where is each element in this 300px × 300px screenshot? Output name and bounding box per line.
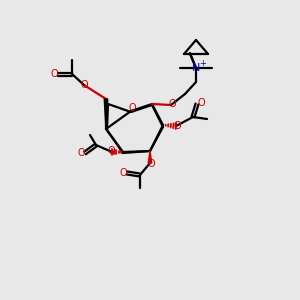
Text: O: O — [77, 148, 85, 158]
Text: O: O — [173, 121, 181, 131]
Text: N: N — [192, 63, 200, 73]
Text: +: + — [200, 58, 206, 68]
Text: O: O — [147, 159, 155, 169]
Text: O: O — [128, 103, 136, 113]
Text: O: O — [80, 80, 88, 90]
Text: O: O — [50, 69, 58, 79]
Text: O: O — [107, 146, 115, 156]
Text: O: O — [119, 168, 127, 178]
Polygon shape — [148, 151, 152, 163]
Text: O: O — [168, 99, 176, 109]
Text: O: O — [197, 98, 205, 108]
Polygon shape — [104, 99, 108, 129]
